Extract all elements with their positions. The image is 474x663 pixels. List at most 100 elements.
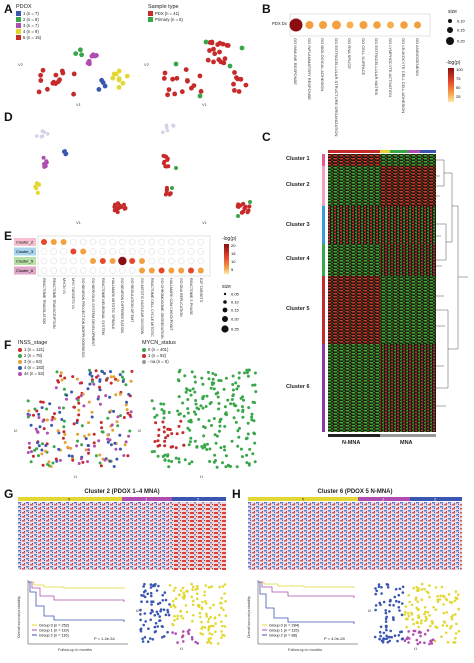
scatter-point: [112, 465, 116, 468]
pathway-term-label: GO MITOTIC NUCLEAR DIVISION: [140, 278, 144, 335]
scatter-point: [191, 603, 195, 607]
axis-x-label: V1: [202, 102, 208, 107]
scatter-point: [26, 399, 30, 403]
scatter-point: [38, 78, 44, 83]
scatter-point: [212, 603, 215, 607]
scatter-point: [444, 631, 448, 635]
scatter-point: [221, 461, 224, 465]
scatter-point: [386, 641, 390, 644]
scatter-point: [207, 48, 212, 53]
group-label: 0: [302, 497, 305, 502]
pathway-term-label: GO NERVOUS SYSTEM DEVELOPMENT: [91, 278, 95, 347]
scatter-point: [170, 186, 174, 190]
scatter-point: [72, 422, 76, 426]
scatter-point: [127, 392, 131, 396]
scatter-point: [77, 413, 81, 417]
scatter-point: [445, 624, 449, 627]
panel-f-tsne-plots: t1 t1 t2 t2: [14, 368, 258, 479]
panel-letter-b: B: [262, 2, 271, 16]
scatter-point: [167, 411, 171, 414]
scatter-point: [190, 636, 194, 639]
scatter-point: [192, 410, 196, 414]
pathway-dot-empty: [148, 248, 156, 255]
panel-a-scatter-plots: V1 V1 V2 V2: [18, 39, 249, 107]
pathway-dot-empty: [99, 248, 107, 255]
scatter-point: [250, 418, 254, 422]
size-legend-dot: [222, 307, 228, 313]
scatter-point: [428, 642, 431, 646]
scatter-point: [143, 595, 147, 599]
scatter-point: [423, 606, 427, 609]
scatter-point: [224, 42, 230, 48]
scatter-point: [158, 615, 161, 618]
scatter-point: [450, 617, 454, 621]
scatter-point: [450, 624, 453, 628]
scatter-point: [432, 606, 435, 609]
scatter-point: [27, 409, 31, 413]
scatter-point: [91, 380, 94, 384]
scatter-point: [208, 460, 212, 463]
km-curve: [28, 581, 125, 589]
scatter-point: [378, 637, 381, 641]
scatter-point: [450, 615, 453, 619]
scatter-point: [112, 409, 116, 413]
pathway-dot-empty: [79, 257, 87, 265]
scatter-point: [30, 450, 33, 454]
scatter-point: [116, 424, 120, 428]
scatter-point: [200, 606, 204, 609]
pathway-dots: [40, 238, 205, 274]
scatter-point: [123, 443, 127, 447]
scatter-point: [170, 460, 174, 463]
scatter-point: [204, 600, 207, 603]
color-tick: 100: [456, 67, 463, 72]
legend-label: 1 (n = 7): [23, 11, 39, 16]
panel-g: Cluster 2 (PDOX 1–4 MNA) 0 1 2: [14, 488, 230, 663]
scatter-point: [457, 607, 460, 611]
pathway-term-label: MYCN V1: [61, 278, 66, 294]
scatter-point: [142, 590, 146, 594]
scatter-point: [205, 57, 211, 63]
legend-label: Group 0 (n = 252): [39, 624, 70, 628]
scatter-point: [54, 386, 58, 390]
scatter-point: [389, 598, 392, 602]
scatter-point: [174, 446, 178, 450]
legend-label: 2 (n = 8): [23, 17, 39, 22]
scatter-point: [232, 416, 236, 420]
scatter-point: [139, 618, 142, 622]
scatter-point: [116, 76, 122, 82]
scatter-point: [53, 72, 59, 78]
scatter-point: [35, 409, 39, 413]
scatter-point: [166, 434, 170, 438]
scatter-point: [230, 439, 234, 443]
pathway-dot: [60, 239, 67, 245]
scatter-point: [406, 617, 409, 621]
panel-letter-c: C: [262, 130, 271, 144]
heatmap-block: [380, 276, 436, 344]
scatter-point: [157, 428, 161, 432]
scatter-point: [185, 78, 190, 84]
scatter-point: [77, 401, 81, 405]
km-legend: Group 0 (n = 284) Group 1 (n = 115) Grou…: [262, 624, 300, 638]
scatter-point: [373, 635, 377, 639]
pathway-dot-empty: [40, 257, 48, 265]
pathway-term-label: HALLMARK MITOTIC SPINDLE: [110, 278, 115, 330]
scatter-point: [220, 606, 223, 610]
cluster-label-5: Cluster 5: [286, 306, 310, 312]
scatter-point: [245, 368, 249, 372]
scatter-point: [147, 627, 150, 630]
scatter-point: [80, 424, 84, 428]
scatter-point: [86, 444, 90, 447]
scatter-point: [434, 586, 438, 589]
scatter-point: [174, 75, 180, 81]
scatter-point: [94, 369, 98, 373]
km-plot: [257, 580, 358, 645]
scatter-point: [182, 593, 186, 596]
scatter-point: [153, 625, 157, 629]
scatter-point: [211, 372, 215, 375]
scatter-point: [174, 597, 178, 600]
scatter-point: [224, 465, 228, 469]
scatter-point: [384, 609, 387, 612]
scatter-point: [452, 641, 455, 644]
group-bar-2: [172, 497, 226, 501]
scatter-point: [417, 616, 420, 619]
